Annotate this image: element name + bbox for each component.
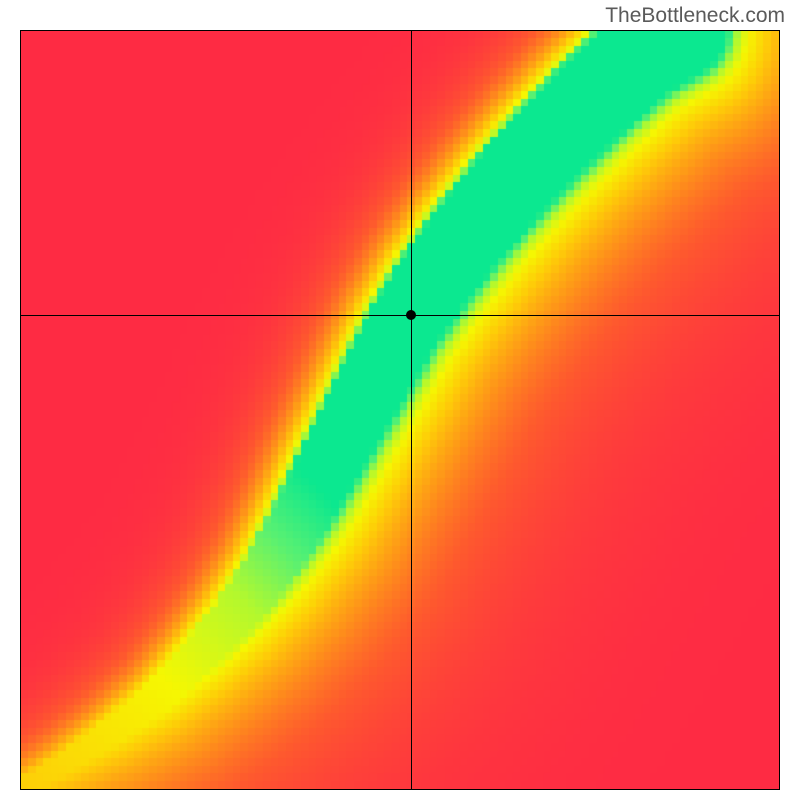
heatmap-plot — [20, 30, 780, 790]
heatmap-canvas — [21, 31, 779, 789]
chart-container: TheBottleneck.com — [0, 0, 800, 800]
attribution-text: TheBottleneck.com — [605, 4, 785, 28]
